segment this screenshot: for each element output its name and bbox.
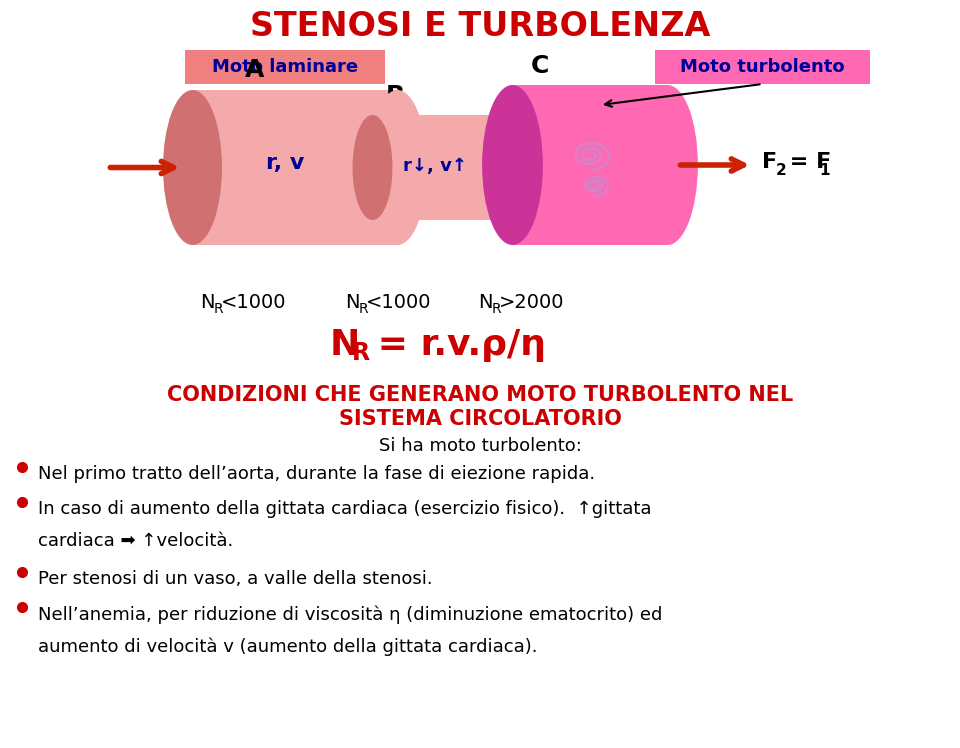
Text: N: N <box>478 292 492 311</box>
Bar <box>193 90 397 245</box>
Text: STENOSI E TURBOLENZA: STENOSI E TURBOLENZA <box>250 10 710 43</box>
Text: Nell’anemia, per riduzione di viscosità η (diminuzione ematocrito) ed: Nell’anemia, per riduzione di viscosità … <box>38 605 662 624</box>
Text: F: F <box>762 152 778 172</box>
Ellipse shape <box>488 115 527 220</box>
Ellipse shape <box>637 85 698 245</box>
Text: = r.v.ρ/η: = r.v.ρ/η <box>365 328 546 362</box>
Text: SISTEMA CIRCOLATORIO: SISTEMA CIRCOLATORIO <box>339 409 621 429</box>
Text: Si ha moto turbolento:: Si ha moto turbolento: <box>378 437 582 455</box>
Text: C: C <box>531 54 549 78</box>
Text: R: R <box>214 302 224 316</box>
Text: Moto laminare: Moto laminare <box>212 58 358 76</box>
Text: <1000: <1000 <box>221 292 286 311</box>
Text: B: B <box>386 84 404 108</box>
FancyBboxPatch shape <box>655 50 870 84</box>
Text: In caso di aumento della gittata cardiaca (esercizio fisico).  ↑gittata: In caso di aumento della gittata cardiac… <box>38 500 652 518</box>
Text: Per stenosi di un vaso, a valle della stenosi.: Per stenosi di un vaso, a valle della st… <box>38 570 433 588</box>
Text: <1000: <1000 <box>366 292 431 311</box>
Text: 1: 1 <box>820 162 830 177</box>
Bar <box>372 115 508 220</box>
Text: = F: = F <box>782 152 831 172</box>
Text: >2000: >2000 <box>499 292 564 311</box>
Text: CONDIZIONI CHE GENERANO MOTO TURBOLENTO NEL: CONDIZIONI CHE GENERANO MOTO TURBOLENTO … <box>167 385 793 405</box>
Text: R: R <box>352 341 371 365</box>
Bar <box>513 85 667 245</box>
Text: N: N <box>345 292 359 311</box>
Text: r↓, v↑: r↓, v↑ <box>403 156 467 174</box>
Ellipse shape <box>482 85 543 245</box>
Ellipse shape <box>352 115 393 220</box>
Text: A: A <box>246 58 265 82</box>
Text: aumento di velocità v (aumento della gittata cardiaca).: aumento di velocità v (aumento della git… <box>38 637 538 655</box>
Text: N: N <box>200 292 214 311</box>
FancyBboxPatch shape <box>185 50 385 84</box>
Text: R: R <box>492 302 502 316</box>
Text: Nel primo tratto dell’aorta, durante la fase di eiezione rapida.: Nel primo tratto dell’aorta, durante la … <box>38 465 595 483</box>
Text: R: R <box>359 302 369 316</box>
Ellipse shape <box>163 90 222 245</box>
Text: 2: 2 <box>776 162 786 177</box>
Ellipse shape <box>368 90 427 245</box>
Text: N: N <box>330 328 360 362</box>
Text: Moto turbolento: Moto turbolento <box>681 58 845 76</box>
Text: cardiaca ➡ ↑velocità.: cardiaca ➡ ↑velocità. <box>38 532 233 550</box>
Text: r, v: r, v <box>266 153 304 173</box>
